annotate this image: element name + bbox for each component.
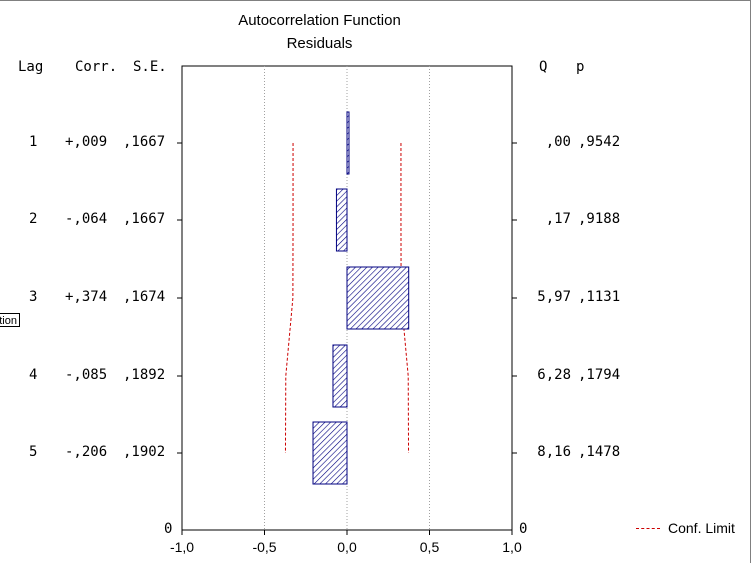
x-tick-label: 0,5 — [419, 539, 440, 555]
acf-bar-lag-2 — [335, 188, 348, 252]
y-zero-left: 0 — [164, 521, 173, 537]
row-corr: -,206 — [65, 444, 108, 460]
row-corr: -,085 — [65, 367, 108, 383]
row-corr: +,374 — [65, 289, 108, 305]
x-tick-label: 1,0 — [502, 539, 522, 555]
legend: Conf. Limit — [636, 520, 735, 536]
acf-bar-lag-5 — [312, 421, 348, 485]
row-se: ,1902 — [123, 444, 166, 460]
row-corr: +,009 — [65, 134, 108, 150]
row-corr: -,064 — [65, 211, 108, 227]
row-q: 8,16 — [537, 444, 571, 460]
row-se: ,1674 — [123, 289, 166, 305]
row-lag: 1 — [29, 134, 38, 150]
side-tag[interactable]: tion — [0, 313, 20, 327]
row-se: ,1667 — [123, 211, 166, 227]
row-q: ,17 — [545, 211, 571, 227]
row-p: ,1131 — [578, 289, 621, 305]
row-p: ,1478 — [578, 444, 621, 460]
row-lag: 3 — [29, 289, 38, 305]
legend-label: Conf. Limit — [668, 520, 735, 536]
col-header-p: p — [576, 59, 585, 75]
row-q: ,00 — [545, 134, 571, 150]
row-q: 5,97 — [537, 289, 571, 305]
row-lag: 5 — [29, 444, 38, 460]
row-lag: 2 — [29, 211, 38, 227]
row-p: ,9542 — [578, 134, 621, 150]
acf-bar-lag-1 — [346, 111, 350, 175]
row-q: 6,28 — [537, 367, 571, 383]
chart-subtitle: Residuals — [286, 35, 353, 52]
x-tick-label: -0,5 — [252, 539, 277, 555]
row-se: ,1667 — [123, 134, 166, 150]
row-se: ,1892 — [123, 367, 166, 383]
row-lag: 4 — [29, 367, 38, 383]
col-header-lag: Lag — [18, 59, 44, 75]
col-header-se: S.E. — [133, 59, 167, 75]
x-tick-label: 0,0 — [337, 539, 357, 555]
col-header-corr: Corr. — [75, 59, 118, 75]
row-p: ,9188 — [578, 211, 621, 227]
conf-limit-lower — [284, 143, 294, 454]
y-zero-right: 0 — [519, 521, 528, 537]
x-tick-label: -1,0 — [169, 539, 195, 555]
acf-bar-lag-4 — [332, 344, 348, 408]
acf-bar-lag-3 — [346, 266, 410, 330]
chart-title: Autocorrelation Function — [238, 12, 401, 29]
col-header-q: Q — [539, 59, 548, 75]
row-p: ,1794 — [578, 367, 621, 383]
conf-limit-legend-line — [636, 527, 660, 529]
top-border — [0, 0, 751, 1]
